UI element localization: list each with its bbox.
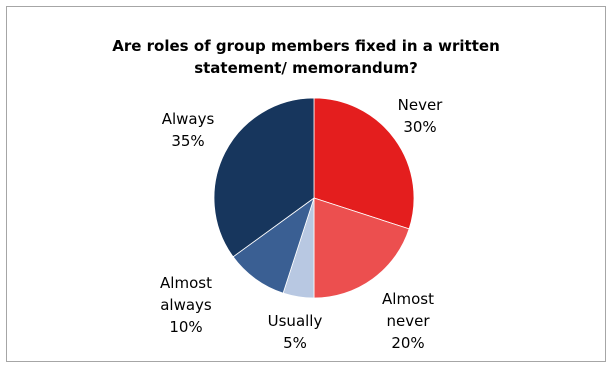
- data-label-always: Always 35%: [162, 110, 215, 150]
- chart-title-line-2: statement/ memorandum?: [194, 59, 418, 77]
- data-label-almost-always: Almost always 10%: [160, 274, 212, 336]
- data-label-never: Never 30%: [398, 96, 444, 136]
- chart-title: Are roles of group members fixed in a wr…: [7, 35, 605, 79]
- pie-slice-always: [213, 97, 315, 258]
- pie-slice-never: [313, 97, 415, 230]
- chart-area: Are roles of group members fixed in a wr…: [6, 6, 606, 362]
- data-label-almost-never: Almost never 20%: [382, 290, 434, 352]
- data-label-usually: Usually 5%: [268, 312, 323, 352]
- pie-slice-almost-never: [313, 197, 410, 299]
- chart-title-line-1: Are roles of group members fixed in a wr…: [112, 37, 500, 55]
